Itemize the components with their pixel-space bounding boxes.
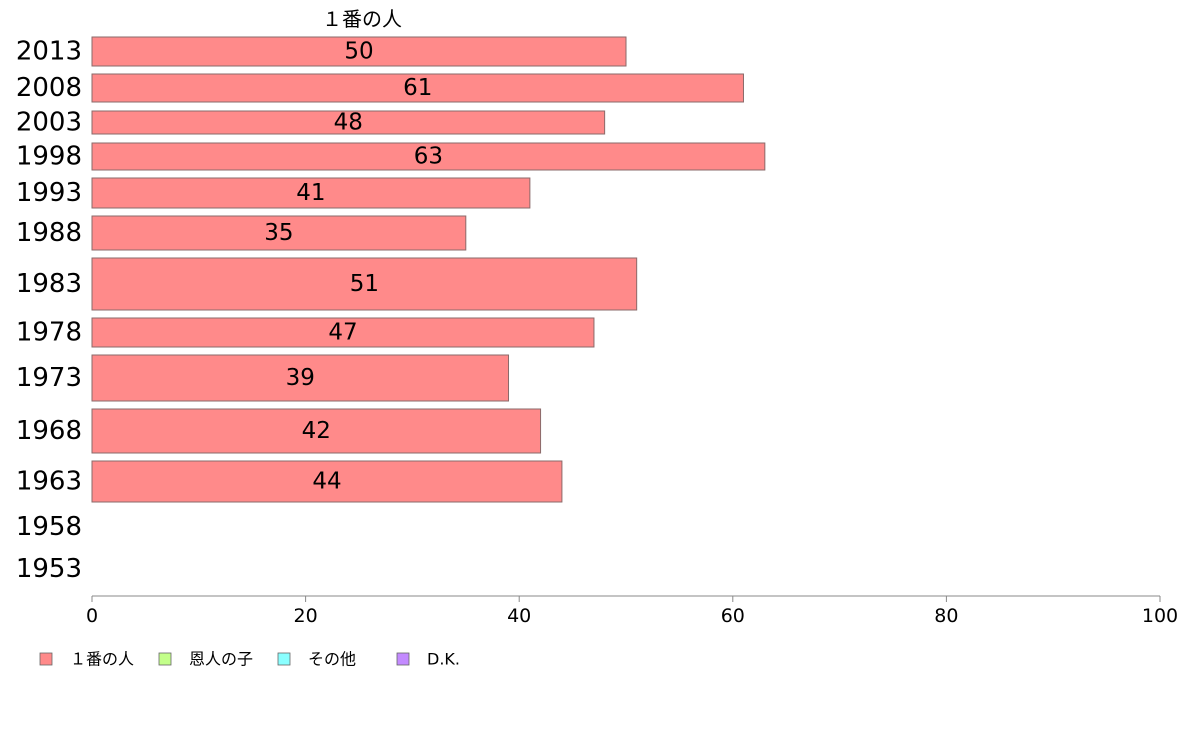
bar <box>91 177 531 209</box>
bar-value-label: 51 <box>350 271 379 297</box>
year-label: 1993 <box>16 178 82 208</box>
year-label: 1978 <box>16 318 82 348</box>
bar-value-label: 35 <box>264 220 293 246</box>
year-label: 1958 <box>16 512 82 542</box>
year-label: 1953 <box>16 554 82 584</box>
legend-label: １番の人 <box>70 650 134 669</box>
bar-value-label: 50 <box>344 39 373 65</box>
year-label: 1998 <box>16 142 82 172</box>
year-label: 2013 <box>16 37 82 67</box>
bar <box>91 257 638 311</box>
bar <box>91 354 510 402</box>
bar <box>91 317 595 348</box>
bar-value-label: 39 <box>286 365 315 391</box>
x-tick-label: 100 <box>1142 605 1178 627</box>
bar-value-label: 63 <box>414 144 443 170</box>
year-label: 2003 <box>16 108 82 138</box>
bar <box>91 73 744 103</box>
year-label: 1968 <box>16 416 82 446</box>
x-tick-label: 0 <box>86 605 98 627</box>
bar-value-label: 61 <box>403 75 432 101</box>
bar <box>91 142 766 171</box>
x-tick-label: 40 <box>507 605 531 627</box>
legend-label: その他 <box>308 650 356 669</box>
series-top-label: １番の人 <box>322 7 402 31</box>
year-label: 1963 <box>16 467 82 497</box>
year-label: 1973 <box>16 363 82 393</box>
bar <box>91 408 542 454</box>
bar-value-label: 48 <box>334 110 363 136</box>
bar-value-label: 47 <box>328 320 357 346</box>
bar <box>91 110 606 135</box>
legend-label: 恩人の子 <box>189 650 253 669</box>
x-tick-label: 60 <box>721 605 745 627</box>
legend-swatch <box>158 652 172 666</box>
legend-swatch <box>39 652 53 666</box>
bar <box>91 36 627 67</box>
x-tick-label: 80 <box>934 605 958 627</box>
year-label: 1983 <box>16 269 82 299</box>
bar-value-label: 41 <box>296 180 325 206</box>
bar <box>91 460 563 503</box>
legend-swatch <box>277 652 291 666</box>
year-label: 2008 <box>16 73 82 103</box>
bar-value-label: 42 <box>302 418 331 444</box>
legend-label: D.K. <box>427 650 460 669</box>
bar-value-label: 44 <box>312 469 341 495</box>
legend-swatch <box>396 652 410 666</box>
year-label: 1988 <box>16 218 82 248</box>
bar <box>91 215 467 251</box>
x-tick-label: 20 <box>294 605 318 627</box>
